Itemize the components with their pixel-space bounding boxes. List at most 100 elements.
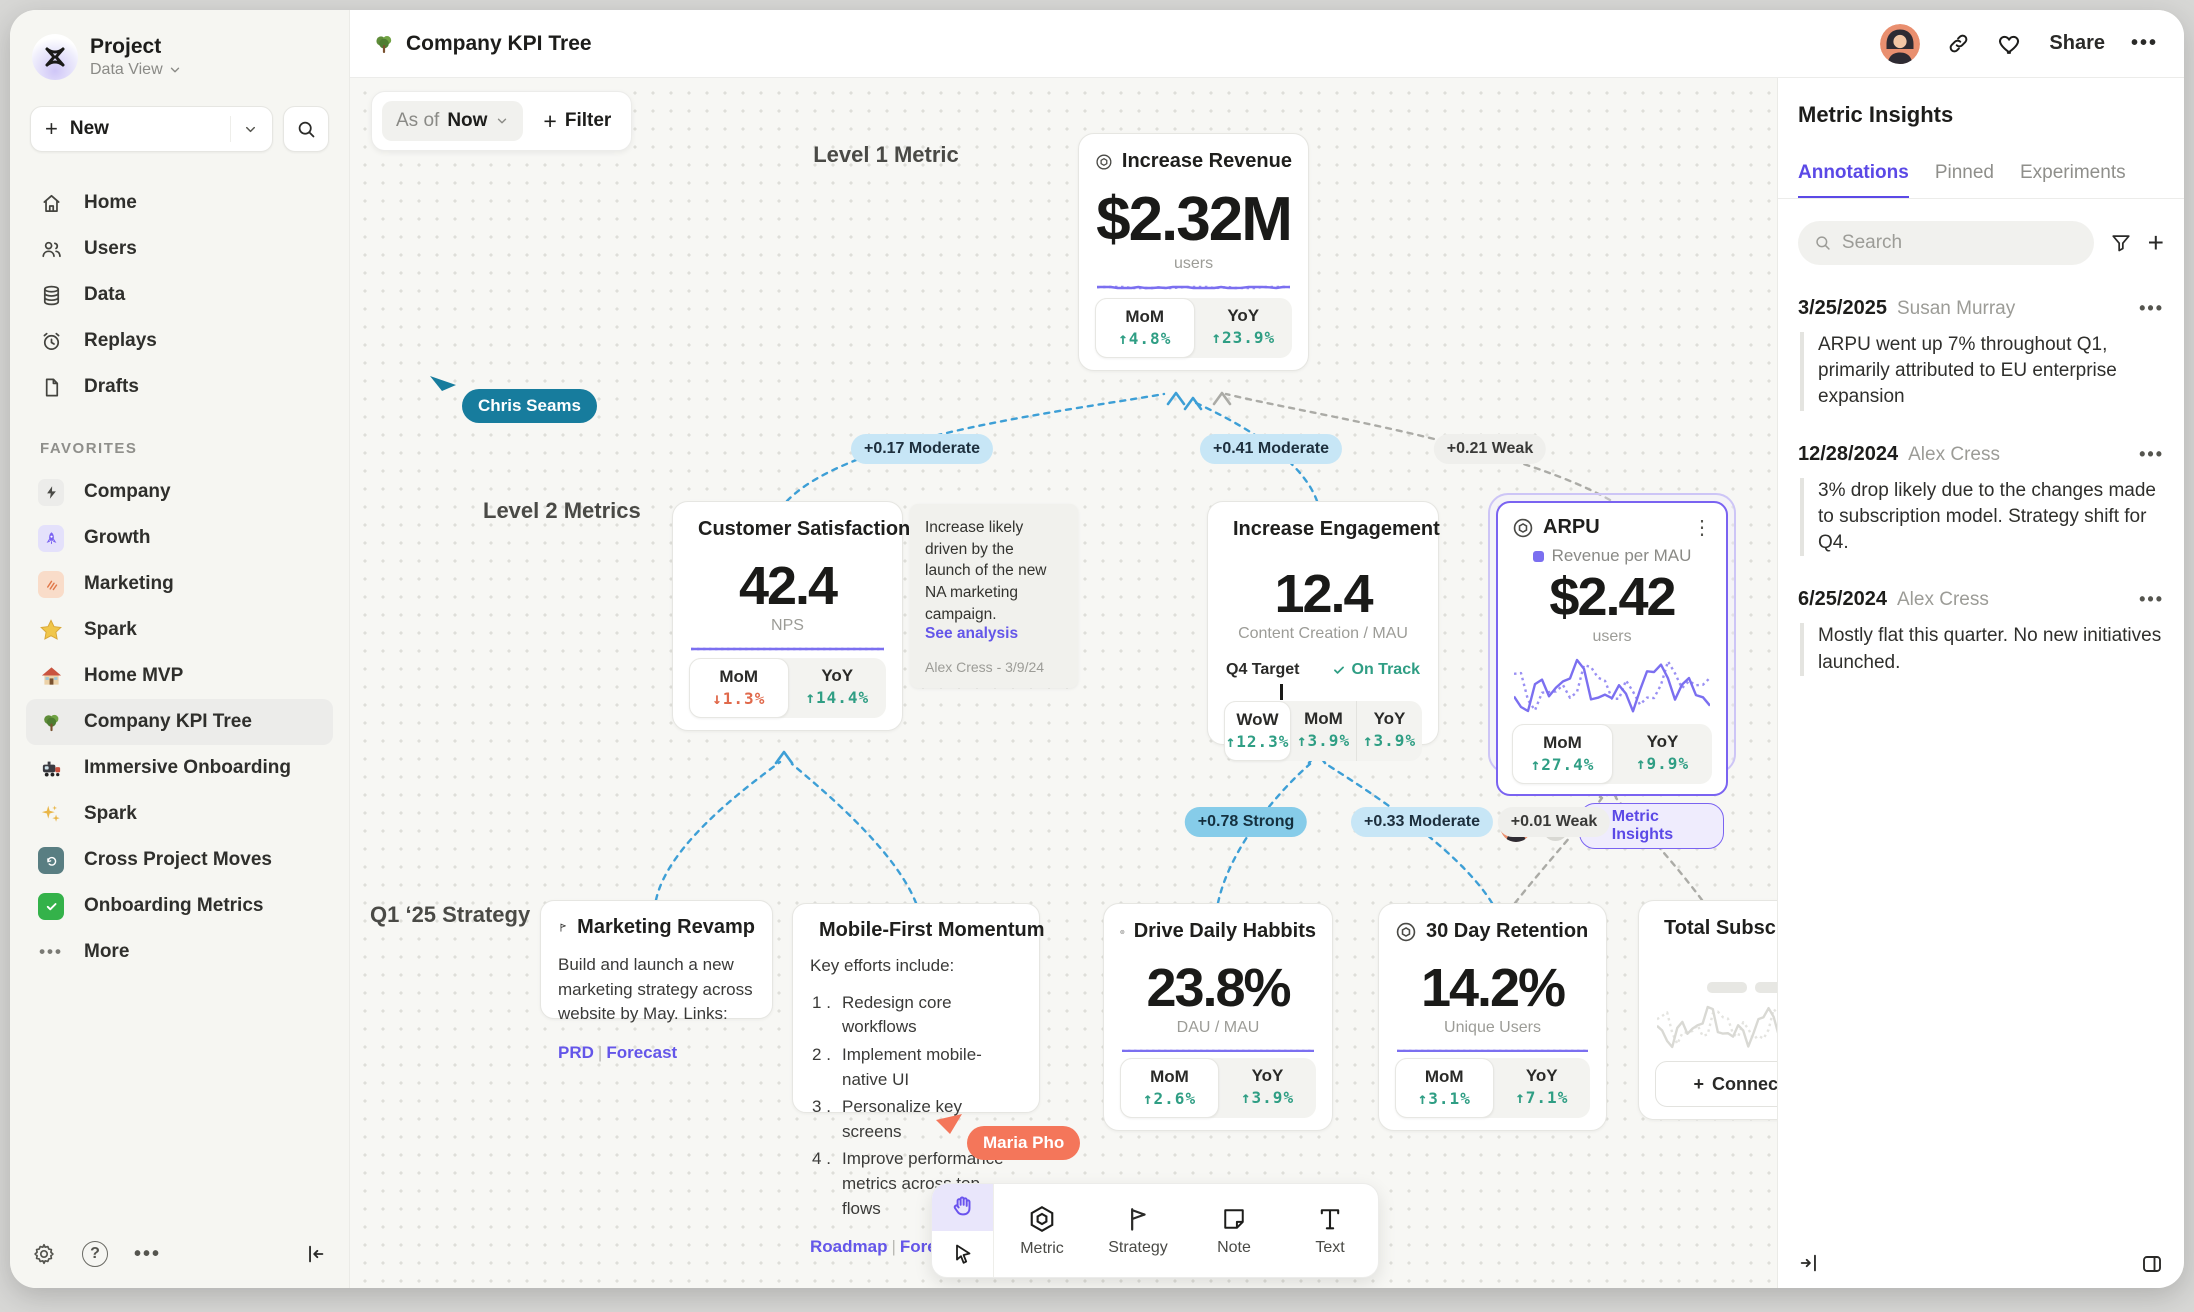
favorite-home-mvp[interactable]: Home MVP	[26, 653, 333, 699]
edge-label[interactable]: +0.01 Weak	[1497, 807, 1611, 837]
edge-label[interactable]: +0.21 Weak	[1433, 434, 1547, 464]
stat-mom: MoM ↑4.8%	[1095, 298, 1195, 358]
annotation-item[interactable]: 6/25/2024 Alex Cress ••• Mostly flat thi…	[1798, 588, 2164, 676]
search-icon	[1816, 236, 1830, 250]
favorite-label: Cross Project Moves	[84, 849, 272, 870]
see-analysis-link[interactable]: See analysis	[925, 625, 1019, 643]
metric-insights-panel: Metric Insights Annotations Pinned Exper…	[1777, 78, 2184, 1288]
canvas-note[interactable]: Increase likely driven by the launch of …	[910, 504, 1078, 689]
sidebar-item-home[interactable]: Home	[26, 180, 333, 226]
alarm-clock-icon	[38, 330, 64, 353]
favorite-label: Home MVP	[84, 665, 184, 686]
tab-pinned[interactable]: Pinned	[1934, 162, 1994, 183]
sidebar-item-drafts[interactable]: Drafts	[26, 364, 333, 410]
metric-card-30-day-retention[interactable]: 30 Day Retention 14.2% Unique Users MoM ↑…	[1378, 903, 1607, 1131]
new-dropdown[interactable]	[230, 116, 258, 142]
topbar: Company KPI Tree Share •••	[350, 10, 2184, 78]
favorite-cross-project-moves[interactable]: Cross Project Moves	[26, 837, 333, 883]
annotation-menu-icon[interactable]: •••	[2139, 443, 2164, 464]
sidebar-more[interactable]: ••• More	[26, 929, 333, 975]
metric-tool[interactable]: Metric	[994, 1184, 1090, 1277]
annotation-item[interactable]: 3/25/2025 Susan Murray ••• ARPU went up …	[1798, 297, 2164, 411]
level1-label: Level 1 Metric	[813, 142, 959, 167]
favorite-spark-2[interactable]: Spark	[26, 791, 333, 837]
favorite-onboarding-metrics[interactable]: Onboarding Metrics	[26, 883, 333, 929]
share-button[interactable]: Share	[2049, 32, 2105, 54]
text-icon	[1320, 1208, 1340, 1229]
select-tool[interactable]	[932, 1231, 993, 1278]
filter-button[interactable]: + Filter	[543, 107, 612, 134]
layout-panel-icon[interactable]	[2140, 1252, 2164, 1276]
project-switcher[interactable]: Project Data View	[26, 28, 333, 80]
stat-yoy: YoY ↑3.9%	[1356, 701, 1422, 761]
strategy-card-marketing-revamp[interactable]: Marketing Revamp Build and launch a new …	[540, 900, 773, 1062]
tab-annotations[interactable]: Annotations	[1798, 162, 1909, 199]
favorite-label: Immersive Onboarding	[84, 757, 291, 778]
nav-label: Data	[84, 284, 126, 305]
edge-label[interactable]: +0.33 Moderate	[1350, 807, 1494, 837]
kpi-tree-canvas[interactable]: As of Now + Filter	[350, 78, 1777, 1288]
check-icon	[1333, 666, 1344, 674]
as-of-selector[interactable]: As of Now	[382, 101, 524, 141]
favorite-immersive-onboarding[interactable]: Immersive Onboarding	[26, 745, 333, 791]
metric-card-drive-daily-habbits[interactable]: Drive Daily Habbits 23.8% DAU / MAU MoM ↑…	[1103, 903, 1333, 1131]
help-icon[interactable]: ?	[82, 1241, 108, 1267]
user-avatar[interactable]	[1880, 23, 1921, 64]
collapse-panel-icon[interactable]	[1798, 1252, 1820, 1276]
tab-experiments[interactable]: Experiments	[2020, 162, 2126, 183]
forecast-link[interactable]: Forecast	[606, 1042, 678, 1062]
edge-label[interactable]: +0.41 Moderate	[1199, 434, 1343, 464]
prd-link[interactable]: PRD	[558, 1042, 594, 1062]
hand-tool[interactable]	[932, 1184, 993, 1231]
annotation-text: Mostly flat this quarter. No new initiat…	[1800, 623, 2164, 676]
connect-data-button[interactable]: + Connect	[1655, 1061, 1777, 1107]
text-tool[interactable]: Text	[1282, 1184, 1378, 1277]
topbar-more-icon[interactable]: •••	[2130, 32, 2158, 54]
sidebar-item-data[interactable]: Data	[26, 272, 333, 318]
annotation-menu-icon[interactable]: •••	[2139, 298, 2164, 318]
favorite-heart-icon[interactable]	[1997, 31, 2023, 57]
metric-card-customer-satisfaction[interactable]: Customer Satisfaction 42.4 NPS MoM ↓1.3% …	[672, 501, 910, 731]
search-button[interactable]	[283, 106, 329, 152]
annotation-text: ARPU went up 7% throughout Q1, primarily…	[1800, 332, 2164, 411]
file-icon	[38, 376, 64, 399]
copy-link-icon[interactable]	[1946, 31, 1971, 56]
favorite-company[interactable]: Company	[26, 469, 333, 515]
favorite-spark[interactable]: Spark	[26, 607, 333, 653]
annotation-item[interactable]: 12/28/2024 Alex Cress ••• 3% drop likely…	[1798, 443, 2164, 557]
metric-card-arpu-selected[interactable]: ARPU ⋮ Revenue per MAU $2.42 users MoM ↑2…	[1488, 493, 1736, 849]
more-options-icon[interactable]: •••	[134, 1242, 162, 1265]
edge-label[interactable]: +0.17 Moderate	[850, 434, 994, 464]
metric-card-increase-revenue[interactable]: Increase Revenue $2.32M users MoM ↑4.8% Y…	[1078, 133, 1309, 371]
metric-value: 42.4	[738, 556, 838, 616]
favorite-marketing[interactable]: Marketing	[26, 561, 333, 607]
note-tool[interactable]: Note	[1186, 1184, 1282, 1277]
edge-label[interactable]: +0.78 Strong	[1184, 807, 1308, 837]
annotation-menu-icon[interactable]: •••	[2139, 589, 2164, 610]
hexagon-icon	[1030, 1205, 1054, 1232]
workspace-select[interactable]: Data View	[90, 61, 182, 79]
collapse-sidebar-icon[interactable]	[305, 1243, 327, 1265]
favorite-growth[interactable]: Growth	[26, 515, 333, 561]
favorite-company-kpi-tree[interactable]: Company KPI Tree	[26, 699, 333, 745]
strategy-tool[interactable]: Strategy	[1090, 1184, 1186, 1277]
search-input[interactable]	[1841, 232, 2078, 254]
strategy-card-mobile-first-momentum[interactable]: Mobile-First Momentum Key efforts includ…	[792, 903, 1045, 1256]
collaborator-cursor-chris: Chris Seams	[462, 389, 597, 423]
metric-unit: Content Creation / MAU	[1238, 625, 1408, 642]
roadmap-link[interactable]: Roadmap	[810, 1237, 888, 1257]
favorite-label: Company	[84, 481, 171, 502]
filter-funnel-icon[interactable]	[2110, 232, 2132, 254]
add-annotation-icon[interactable]: +	[2147, 227, 2164, 258]
metric-card-increase-engagement[interactable]: Increase Engagement 12.4 Content Creatio…	[1207, 501, 1440, 761]
plus-icon: +	[45, 116, 58, 141]
list-item: Redesign core workflows	[812, 991, 952, 1037]
settings-gear-icon[interactable]	[32, 1242, 56, 1266]
stat-mom: MoM ↑27.4%	[1512, 724, 1613, 784]
sidebar-item-replays[interactable]: Replays	[26, 318, 333, 364]
kebab-menu-icon[interactable]: ⋮	[1692, 517, 1712, 539]
new-button[interactable]: + New	[30, 106, 273, 152]
sidebar-item-users[interactable]: Users	[26, 226, 333, 272]
annotations-search[interactable]	[1798, 221, 2094, 265]
metric-card-total-subscriptions[interactable]: Total Subscript + Connect	[1638, 900, 1777, 1120]
